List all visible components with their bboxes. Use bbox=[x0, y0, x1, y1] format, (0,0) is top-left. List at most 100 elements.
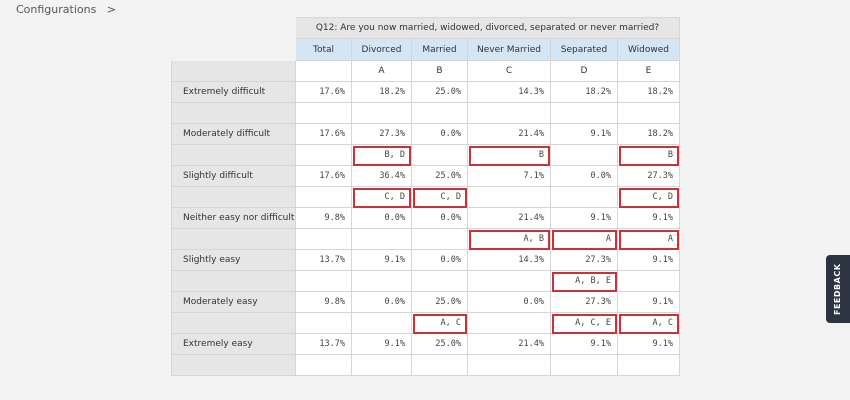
breadcrumb-label[interactable]: Configurations bbox=[16, 3, 97, 16]
sig-highlight bbox=[619, 230, 679, 250]
column-header: Separated bbox=[551, 39, 618, 61]
question-header: Q12: Are you now married, widowed, divor… bbox=[296, 17, 680, 39]
sig-cell bbox=[468, 313, 551, 334]
row-label: Extremely easy bbox=[171, 334, 296, 355]
sig-cell bbox=[296, 103, 352, 124]
value-cell: 17.6% bbox=[296, 166, 352, 187]
corner bbox=[171, 61, 296, 82]
value-cell: 17.6% bbox=[296, 82, 352, 103]
sig-cell bbox=[468, 355, 551, 376]
sig-cell bbox=[468, 271, 551, 292]
value-cell: 25.0% bbox=[412, 82, 468, 103]
value-cell: 9.8% bbox=[296, 208, 352, 229]
sig-cell bbox=[352, 271, 412, 292]
value-cell: 9.1% bbox=[352, 250, 412, 271]
sig-label bbox=[171, 145, 296, 166]
value-cell: 9.1% bbox=[618, 334, 680, 355]
value-cell: 9.1% bbox=[551, 124, 618, 145]
value-cell: 0.0% bbox=[352, 292, 412, 313]
value-cell: 18.2% bbox=[352, 82, 412, 103]
sig-cell bbox=[551, 103, 618, 124]
sig-cell bbox=[352, 355, 412, 376]
sig-cell bbox=[412, 145, 468, 166]
column-letter: A bbox=[352, 61, 412, 82]
sig-cell bbox=[296, 355, 352, 376]
value-cell: 9.8% bbox=[296, 292, 352, 313]
sig-cell bbox=[468, 103, 551, 124]
column-header: Divorced bbox=[352, 39, 412, 61]
sig-cell bbox=[296, 271, 352, 292]
value-cell: 0.0% bbox=[352, 208, 412, 229]
value-cell: 9.1% bbox=[618, 250, 680, 271]
sig-highlight bbox=[619, 314, 679, 334]
value-cell: 27.3% bbox=[551, 250, 618, 271]
sig-label bbox=[171, 229, 296, 250]
sig-cell bbox=[296, 229, 352, 250]
value-cell: 18.2% bbox=[618, 124, 680, 145]
breadcrumb-separator: > bbox=[106, 3, 117, 16]
sig-cell bbox=[296, 187, 352, 208]
value-cell: 9.1% bbox=[618, 292, 680, 313]
column-header: Married bbox=[412, 39, 468, 61]
row-label: Neither easy nor difficult bbox=[171, 208, 296, 229]
column-header: Widowed bbox=[618, 39, 680, 61]
value-cell: 9.1% bbox=[618, 208, 680, 229]
feedback-label[interactable]: FEEDBACK bbox=[833, 263, 842, 315]
value-cell: 21.4% bbox=[468, 124, 551, 145]
value-cell: 17.6% bbox=[296, 124, 352, 145]
sig-cell bbox=[352, 103, 412, 124]
sig-cell bbox=[468, 187, 551, 208]
value-cell: 25.0% bbox=[412, 334, 468, 355]
sig-highlight bbox=[353, 188, 411, 208]
value-cell: 13.7% bbox=[296, 250, 352, 271]
sig-cell bbox=[412, 229, 468, 250]
value-cell: 0.0% bbox=[412, 124, 468, 145]
sig-highlight bbox=[413, 314, 467, 334]
breadcrumb[interactable]: Configurations > bbox=[16, 3, 116, 16]
value-cell: 14.3% bbox=[468, 82, 551, 103]
value-cell: 13.7% bbox=[296, 334, 352, 355]
sig-cell bbox=[551, 145, 618, 166]
value-cell: 9.1% bbox=[551, 334, 618, 355]
column-header: Never Married bbox=[468, 39, 551, 61]
sig-cell bbox=[296, 313, 352, 334]
sig-cell bbox=[352, 313, 412, 334]
column-header: Total bbox=[296, 39, 352, 61]
sig-highlight bbox=[552, 230, 617, 250]
sig-highlight bbox=[353, 146, 411, 166]
feedback-tab[interactable]: FEEDBACK bbox=[826, 255, 850, 323]
sig-cell bbox=[551, 187, 618, 208]
sig-highlight bbox=[619, 146, 679, 166]
value-cell: 27.3% bbox=[551, 292, 618, 313]
sig-cell bbox=[618, 103, 680, 124]
sig-cell bbox=[412, 103, 468, 124]
value-cell: 21.4% bbox=[468, 334, 551, 355]
value-cell: 21.4% bbox=[468, 208, 551, 229]
value-cell: 27.3% bbox=[618, 166, 680, 187]
sig-cell bbox=[352, 229, 412, 250]
letter-cell bbox=[296, 61, 352, 82]
value-cell: 0.0% bbox=[412, 208, 468, 229]
value-cell: 18.2% bbox=[551, 82, 618, 103]
sig-cell bbox=[412, 271, 468, 292]
row-label: Moderately difficult bbox=[171, 124, 296, 145]
value-cell: 36.4% bbox=[352, 166, 412, 187]
sig-cell bbox=[412, 355, 468, 376]
row-label: Slightly easy bbox=[171, 250, 296, 271]
sig-highlight bbox=[469, 230, 550, 250]
sig-cell bbox=[296, 145, 352, 166]
value-cell: 7.1% bbox=[468, 166, 551, 187]
value-cell: 9.1% bbox=[352, 334, 412, 355]
sig-highlight bbox=[552, 314, 617, 334]
sig-label bbox=[171, 103, 296, 124]
row-label: Moderately easy bbox=[171, 292, 296, 313]
sig-label bbox=[171, 187, 296, 208]
value-cell: 18.2% bbox=[618, 82, 680, 103]
column-letter: C bbox=[468, 61, 551, 82]
row-label: Extremely difficult bbox=[171, 82, 296, 103]
value-cell: 0.0% bbox=[551, 166, 618, 187]
value-cell: 0.0% bbox=[468, 292, 551, 313]
sig-label bbox=[171, 271, 296, 292]
sig-label bbox=[171, 355, 296, 376]
